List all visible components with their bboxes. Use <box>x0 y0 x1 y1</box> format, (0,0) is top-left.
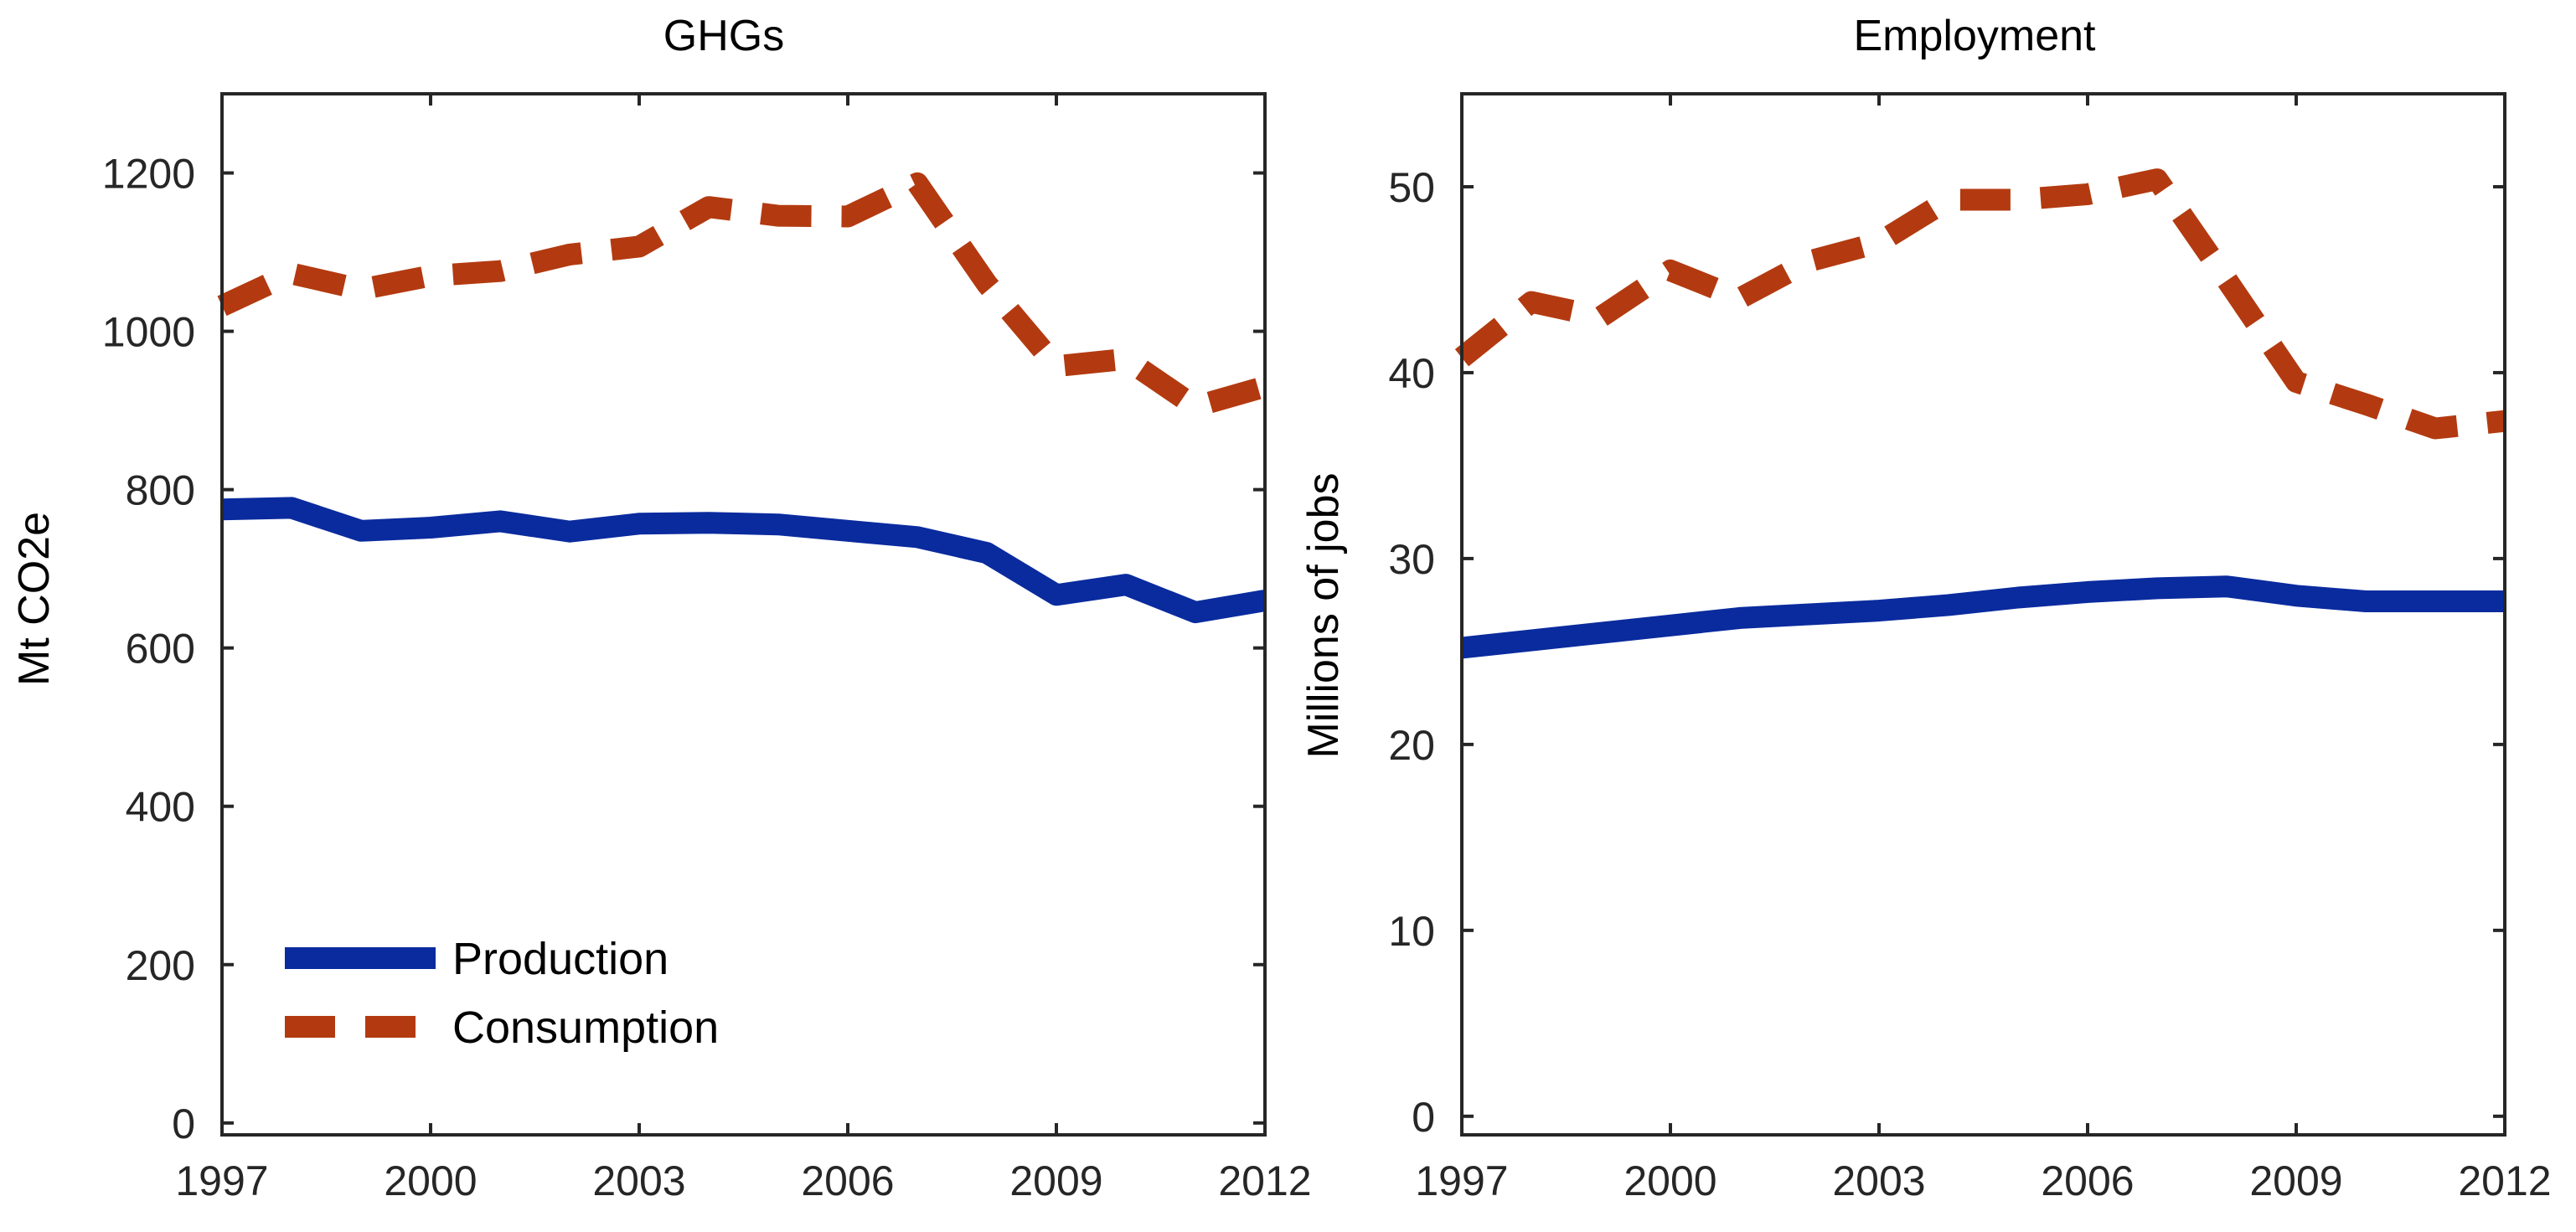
employment-y-tick-label: 30 <box>1388 536 1435 583</box>
legend-consumption-label: Consumption <box>452 1003 719 1053</box>
ghgs-y-tick-label: 200 <box>126 942 195 989</box>
employment-y-tick-label: 20 <box>1388 722 1435 769</box>
ghgs-y-tick-label: 400 <box>126 784 195 831</box>
employment-chart: Employment Millions of jobs 1997 2000 2003… <box>1299 12 2552 1204</box>
employment-x-tick-label: 2003 <box>1832 1157 1925 1204</box>
ghgs-legend: Production Consumption <box>285 934 719 1053</box>
ghgs-x-tick-label: 2003 <box>592 1157 685 1204</box>
ghgs-x-tick-label: 2009 <box>1009 1157 1102 1204</box>
employment-plot-area: 1997 2000 2003 2006 2009 2012 0 10 20 30 40 50 <box>1388 92 2552 1204</box>
employment-y-tick-label: 0 <box>1412 1094 1435 1141</box>
ghgs-series-production-line <box>221 497 1267 624</box>
legend-production-label: Production <box>452 934 669 984</box>
employment-series-consumption-line <box>1454 168 2506 440</box>
ghgs-y-tick-label: 0 <box>172 1101 195 1147</box>
ghgs-y-tick-label: 800 <box>126 467 195 514</box>
ghgs-y-tick-label: 1000 <box>102 309 195 356</box>
ghgs-x-tick-label: 2006 <box>801 1157 894 1204</box>
ghgs-x-tick-label: 1997 <box>175 1157 268 1204</box>
employment-x-tick-label: 2012 <box>2458 1157 2551 1204</box>
ghgs-y-tick-label: 600 <box>126 626 195 673</box>
ghgs-y-tick-label: 1200 <box>102 151 195 198</box>
ghgs-plot-area: 1997 2000 2003 2006 2009 2012 0 200 400 600 800 100… <box>102 92 1312 1204</box>
ghgs-chart: GHGs Mt CO2e 1997 2000 2003 2006 2009 2012 0 20… <box>10 12 1312 1204</box>
employment-series-production-line <box>1460 575 2505 659</box>
employment-chart-title: Employment <box>1854 12 2097 60</box>
employment-y-tick-label: 40 <box>1388 350 1435 397</box>
employment-y-tick-label: 10 <box>1388 908 1435 955</box>
employment-x-tick-label: 1997 <box>1415 1157 1508 1204</box>
ghgs-y-axis-label: Mt CO2e <box>10 512 59 686</box>
ghgs-chart-title: GHGs <box>663 12 784 60</box>
ghgs-axes-frame <box>220 92 1267 1137</box>
employment-y-tick-label: 50 <box>1388 164 1435 211</box>
ghgs-series-consumption-line <box>217 172 1268 418</box>
ghgs-x-tick-label: 2000 <box>384 1157 477 1204</box>
ghgs-x-tick-label: 2012 <box>1218 1157 1311 1204</box>
employment-x-tick-label: 2009 <box>2249 1157 2342 1204</box>
employment-axes-frame <box>1460 92 2506 1137</box>
employment-x-tick-label: 2000 <box>1624 1157 1716 1204</box>
employment-y-axis-label: Millions of jobs <box>1299 472 1348 758</box>
employment-x-tick-label: 2006 <box>2041 1157 2134 1204</box>
